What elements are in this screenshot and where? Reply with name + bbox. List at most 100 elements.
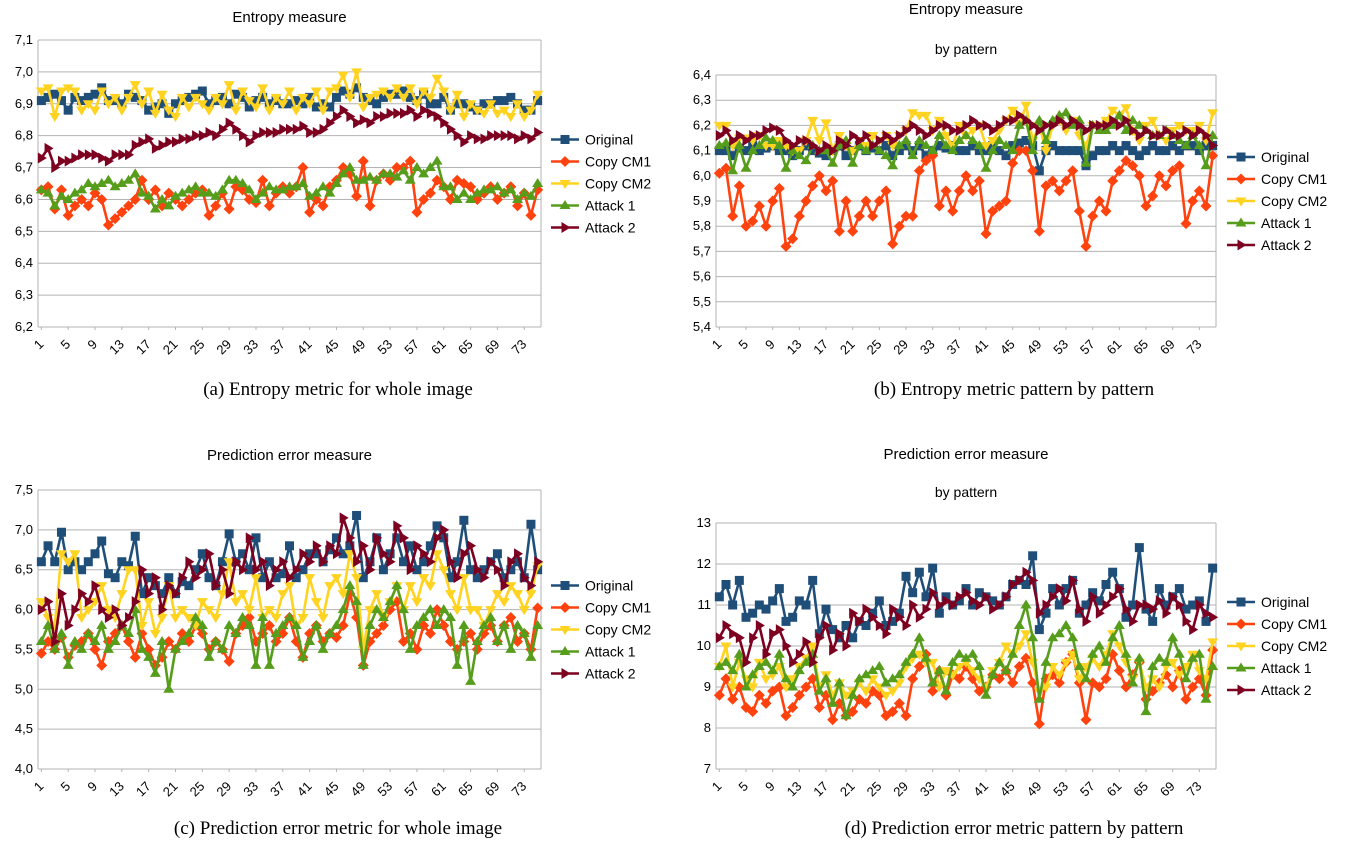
data-point <box>921 592 931 602</box>
legend-label: Attack 1 <box>585 198 636 214</box>
data-point <box>740 162 752 172</box>
data-point <box>411 162 423 172</box>
data-point <box>1095 607 1105 619</box>
data-point <box>337 604 349 614</box>
data-point <box>526 519 536 529</box>
data-point <box>111 604 121 616</box>
data-point <box>1200 693 1212 703</box>
data-point <box>714 592 724 602</box>
data-point <box>55 190 67 200</box>
data-point <box>1000 665 1012 675</box>
legend-label: Copy CM2 <box>585 622 651 638</box>
x-tick-label: 73 <box>1184 779 1205 800</box>
legend-marker <box>1237 684 1247 696</box>
data-point <box>1035 607 1045 619</box>
data-point <box>433 532 443 544</box>
data-point <box>104 612 114 624</box>
data-point <box>720 137 732 147</box>
data-point <box>1142 124 1152 136</box>
data-point <box>218 123 228 135</box>
data-point <box>987 669 999 679</box>
x-tick-label: 21 <box>160 779 181 800</box>
data-point <box>250 103 262 113</box>
data-point <box>720 121 732 131</box>
data-point <box>960 170 972 182</box>
data-point <box>934 608 944 618</box>
data-point <box>974 146 984 156</box>
data-point <box>1147 190 1159 202</box>
data-point <box>205 548 215 560</box>
data-point <box>346 532 356 544</box>
data-point <box>257 174 269 186</box>
data-point <box>480 572 490 584</box>
x-tick-label: 1 <box>31 779 47 795</box>
data-point <box>257 84 269 94</box>
x-tick-label: 53 <box>1050 779 1071 800</box>
legend-label: Copy CM1 <box>585 600 651 616</box>
data-point <box>405 541 415 551</box>
data-point <box>238 92 248 102</box>
data-point <box>1040 180 1052 192</box>
data-point <box>98 604 108 616</box>
data-point <box>1194 596 1204 606</box>
data-point <box>265 580 275 592</box>
data-point <box>1075 119 1085 131</box>
data-point <box>800 195 812 207</box>
data-point <box>304 635 316 645</box>
data-point <box>940 685 952 695</box>
data-point <box>853 673 865 683</box>
legend-marker <box>559 646 571 655</box>
data-point <box>216 590 228 600</box>
data-point <box>767 685 779 697</box>
x-tick-label: 21 <box>837 779 858 800</box>
data-point <box>404 643 416 653</box>
legend-marker <box>1235 197 1247 207</box>
data-point <box>217 557 227 567</box>
data-point <box>43 541 53 551</box>
data-point <box>337 590 349 600</box>
data-point <box>862 603 872 615</box>
data-point <box>960 129 972 139</box>
data-point <box>77 96 87 106</box>
data-point <box>391 580 403 590</box>
data-point <box>452 557 462 567</box>
data-point <box>339 512 349 524</box>
data-point <box>297 614 309 624</box>
data-point <box>358 92 368 102</box>
data-point <box>889 135 899 147</box>
data-point <box>304 206 316 218</box>
data-point <box>1207 638 1219 648</box>
y-tick-label: 6,4 <box>693 67 711 82</box>
data-point <box>69 200 81 212</box>
data-point <box>98 152 108 164</box>
data-point <box>954 596 964 606</box>
data-point <box>458 113 470 123</box>
data-point <box>391 84 403 94</box>
legend-label: Attack 2 <box>585 666 636 682</box>
data-point <box>1160 137 1172 147</box>
data-point <box>42 620 54 630</box>
legend-label: Copy CM1 <box>585 154 651 170</box>
legend-marker <box>561 222 571 233</box>
data-point <box>888 616 898 626</box>
data-point <box>940 185 952 197</box>
x-tick-label: 13 <box>106 337 127 358</box>
data-point <box>780 683 792 693</box>
data-point <box>245 136 255 148</box>
data-point <box>1108 141 1118 151</box>
data-point <box>860 669 872 679</box>
data-point <box>860 697 872 709</box>
data-point <box>753 689 765 701</box>
data-point <box>158 604 168 616</box>
y-tick-label: 13 <box>697 515 711 530</box>
data-point <box>512 193 524 203</box>
data-point <box>365 557 375 567</box>
data-point <box>1135 129 1145 141</box>
legend-label: Original <box>585 578 633 594</box>
data-point <box>1069 574 1079 586</box>
data-point <box>384 174 396 186</box>
data-point <box>867 131 879 141</box>
data-point <box>721 580 731 589</box>
data-point <box>223 203 235 215</box>
data-point <box>748 608 758 618</box>
